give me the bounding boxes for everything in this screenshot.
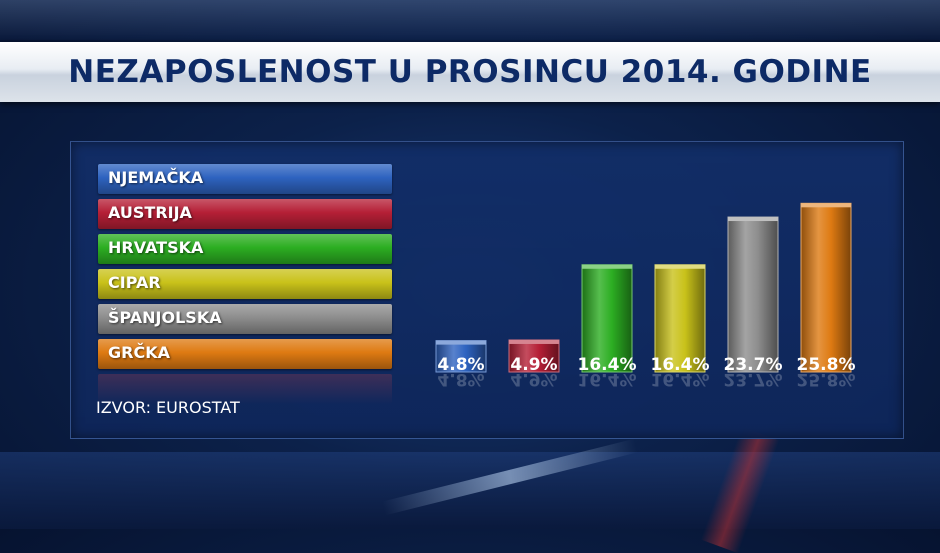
title-bar: NEZAPOSLENOST U PROSINCU 2014. GODINE [0,42,940,102]
legend-item-label: AUSTRIJA [108,203,192,222]
bar-top [801,203,851,208]
legend-item: ŠPANJOLSKA [98,304,392,334]
bar-top [655,264,705,269]
legend-reflection [98,374,392,404]
bar-top [436,340,486,345]
value-label-reflection: 16.4% [651,369,710,389]
bar-top [509,339,559,344]
legend-item: HRVATSKA [98,234,392,264]
legend-item-label: CIPAR [108,273,161,292]
value-label-reflection: 25.8% [797,369,856,389]
bar [800,202,852,373]
source-label: IZVOR: EUROSTAT [96,398,240,417]
bar [727,216,779,373]
bar-chart: 4.8%4.8%4.9%4.9%16.4%16.4%16.4%16.4%23.7… [435,202,856,389]
value-label: 4.9% [510,355,557,375]
bar [654,264,706,373]
value-label-reflection: 4.8% [437,369,484,389]
legend: NJEMAČKA AUSTRIJA HRVATSKA CIPAR ŠPANJOLSKA G… [98,164,392,404]
legend-item-label: GRČKA [108,343,170,362]
bar [581,264,633,373]
legend-item: AUSTRIJA [98,199,392,229]
value-label-reflection: 4.9% [510,369,557,389]
bar-top [582,264,632,269]
legend-item-label: ŠPANJOLSKA [108,308,222,327]
value-label: 25.8% [797,355,856,375]
chart-title: NEZAPOSLENOST U PROSINCU 2014. GODINE [68,54,872,90]
legend-item: CIPAR [98,269,392,299]
value-label: 23.7% [724,355,783,375]
value-label: 16.4% [578,355,637,375]
value-label-reflection: 23.7% [724,369,783,389]
legend-item-label: HRVATSKA [108,238,204,257]
background-floor [0,452,940,529]
legend-item: NJEMAČKA [98,164,392,194]
value-label-reflection: 16.4% [578,369,637,389]
background-red-streak [700,426,780,553]
legend-item: GRČKA [98,339,392,369]
background-light-streak [382,438,638,516]
legend-item-label: NJEMAČKA [108,168,204,187]
value-label: 16.4% [651,355,710,375]
background-streak [0,0,940,40]
value-label: 4.8% [437,355,484,375]
bar-top [728,217,778,222]
chart-panel: NJEMAČKA AUSTRIJA HRVATSKA CIPAR ŠPANJOLSKA G… [70,141,904,439]
